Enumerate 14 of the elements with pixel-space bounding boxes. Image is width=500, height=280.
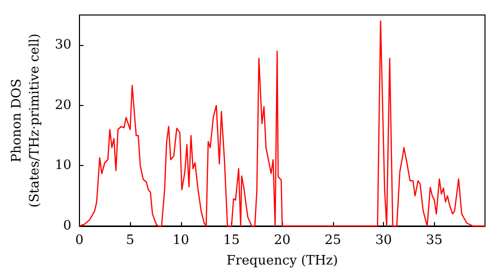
x-tick-label: 30 [375, 233, 392, 248]
x-tick-label: 25 [324, 233, 342, 248]
x-tick-label: 5 [126, 233, 134, 248]
y-tick-label: 10 [54, 158, 72, 174]
x-tick-label: 20 [274, 233, 290, 248]
y-tick-label: 20 [54, 98, 72, 113]
x-axis-title: Frequency (THz) [226, 253, 338, 268]
y-axis-title: Phonon DOS (States/THz·primitive cell) [10, 33, 42, 208]
x-tick-label: 35 [426, 233, 443, 248]
y-tick-label: 30 [54, 38, 72, 53]
x-tick-label: 0 [75, 233, 84, 248]
x-tick-label: 10 [172, 233, 190, 248]
y-tick-label: 0 [63, 218, 72, 234]
x-tick-label: 15 [223, 233, 240, 248]
